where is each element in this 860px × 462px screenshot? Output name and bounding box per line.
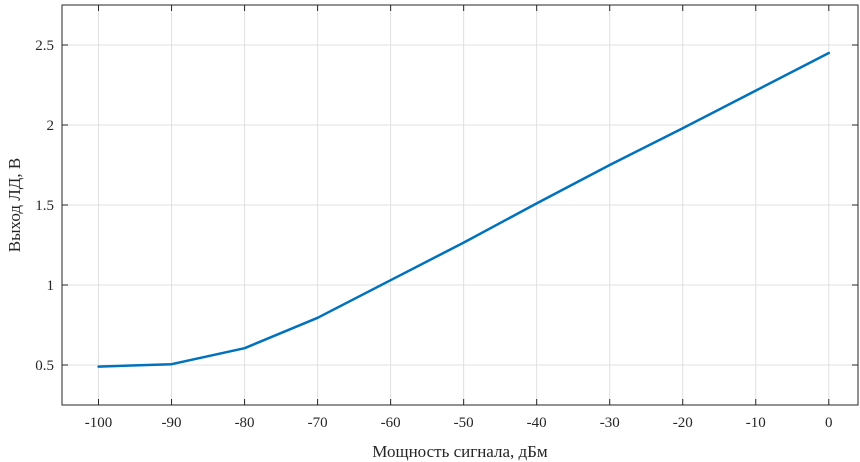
x-tick-label: -40 [527, 415, 547, 431]
x-tick-label: -30 [600, 415, 620, 431]
x-tick-label: 0 [825, 415, 833, 431]
y-tick-label: 2 [47, 118, 55, 134]
series-line [97, 51, 831, 368]
y-tick-label: 1 [47, 278, 55, 294]
x-tick-label: -20 [673, 415, 693, 431]
y-tick-label: 2.5 [35, 38, 54, 54]
grid [62, 5, 858, 405]
x-tick-label: -100 [85, 415, 113, 431]
x-tick-label: -70 [308, 415, 328, 431]
x-axis-label: Мощность сигнала, дБм [372, 442, 548, 461]
x-tick-label: -60 [381, 415, 401, 431]
x-tick-label: -90 [162, 415, 182, 431]
x-tick-label: -80 [235, 415, 255, 431]
axis-ticks: -100 -90 -80 -70 -60 -50 -40 -30 -20 -10 00.511.52… [35, 5, 858, 431]
x-tick-label: -10 [746, 415, 766, 431]
y-tick-label: 0.5 [35, 358, 54, 374]
x-tick-label: -50 [454, 415, 474, 431]
y-tick-label: 1.5 [35, 198, 54, 214]
series-layer [97, 51, 831, 368]
y-axis-label: Выход ЛД, В [5, 158, 24, 253]
